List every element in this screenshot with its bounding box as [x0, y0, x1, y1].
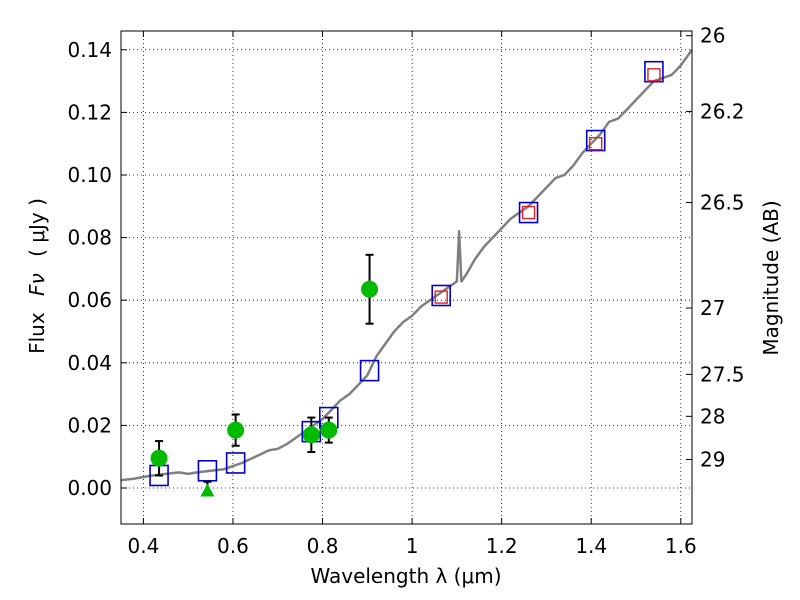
x-tick-label: 0.4 — [127, 534, 159, 558]
plot-frame — [120, 30, 693, 525]
right-tick-label: 27.5 — [700, 362, 745, 386]
detection-point — [150, 449, 168, 467]
model-square-point — [225, 452, 246, 474]
x-tick-label: 1.4 — [575, 534, 607, 558]
y-tick-label: 0.14 — [67, 38, 112, 62]
detection-point — [320, 421, 338, 439]
y-tick-label: 0.00 — [67, 476, 112, 500]
y-tick-label: 0.12 — [67, 100, 112, 124]
model-square-point — [644, 60, 664, 83]
model-square-point — [518, 201, 539, 224]
measurement-square-point — [589, 136, 603, 151]
y-tick-label: 0.02 — [67, 413, 112, 437]
grid-layer — [121, 31, 692, 524]
y-axis-label-symbol: Fν — [25, 273, 49, 296]
x-axis-label: Wavelength λ (μm) — [310, 564, 501, 588]
model-square-point — [359, 359, 380, 382]
y-axis-label: Flux Fν ( μJy ) — [25, 198, 49, 354]
measurement-square-point — [434, 290, 448, 304]
spectrum-line — [120, 49, 694, 482]
x-tick-label: 0.6 — [217, 534, 249, 558]
detection-point — [302, 426, 320, 444]
right-tick-label: 26.5 — [700, 191, 745, 215]
right-tick-label: 26 — [700, 24, 725, 48]
right-tick-label: 26.2 — [700, 99, 745, 123]
x-tick-label: 1.6 — [665, 534, 697, 558]
right-tick-label: 28 — [700, 404, 725, 428]
y-tick-label: 0.06 — [67, 288, 112, 312]
model-square-point — [585, 129, 606, 152]
nondetection-triangle — [200, 483, 215, 497]
detection-point — [227, 421, 245, 439]
y-axis-label-prefix: Flux — [25, 312, 49, 354]
ticks-layer: 0.4 0.6 0.8 1 1.2 1.4 1.6 0.00 0.02 0.04 0.06 0.08 0… — [67, 24, 744, 558]
measurement-square-point — [647, 68, 661, 82]
right-tick-label: 27 — [700, 296, 725, 320]
y-tick-label: 0.04 — [67, 351, 112, 375]
x-tick-label: 1.2 — [486, 534, 518, 558]
y-axis-label-units: ( μJy ) — [25, 198, 49, 257]
y-tick-label: 0.10 — [67, 163, 112, 187]
series-layer — [120, 49, 694, 497]
model-square-point — [431, 284, 452, 307]
right-axis-label: Magnitude (AB) — [759, 200, 783, 355]
x-tick-label: 1 — [406, 534, 419, 558]
measurement-square-point — [521, 205, 536, 220]
x-tick-label: 0.8 — [307, 534, 339, 558]
detection-point — [361, 280, 379, 298]
right-tick-label: 29 — [700, 448, 725, 472]
y-tick-label: 0.08 — [67, 226, 112, 250]
